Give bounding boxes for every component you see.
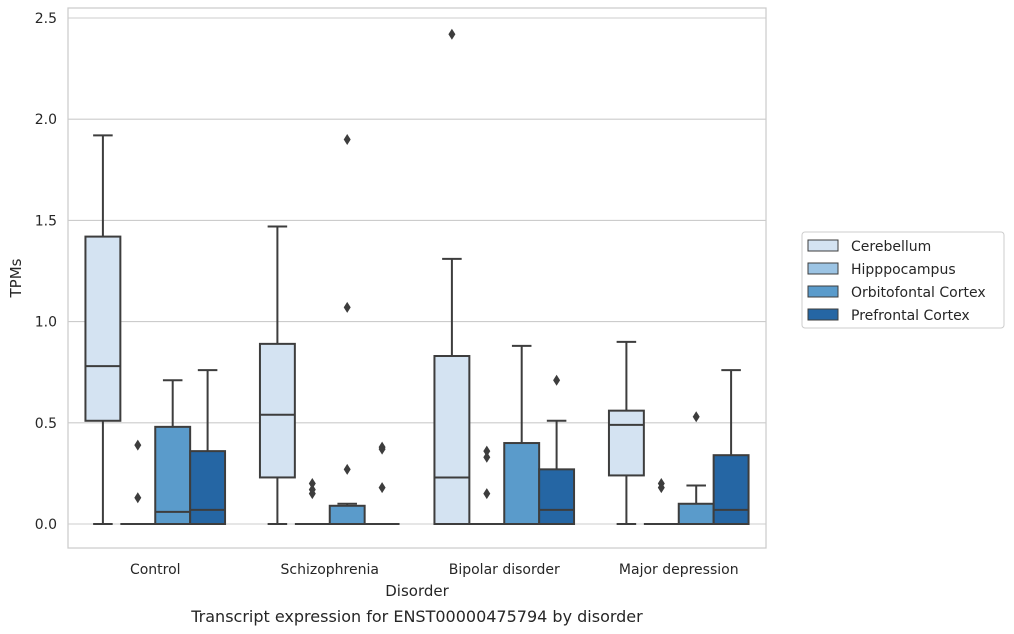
legend-label: Cerebellum [851,239,931,255]
y-tick-label: 2.5 [35,11,57,27]
outlier-point [692,411,700,423]
legend-label: Hipppocampus [851,262,956,278]
x-tick-labels: Control Schizophrenia Bipolar disorder Majo… [130,562,739,578]
outlier-point [378,482,386,494]
outlier-point [308,488,316,500]
y-tick-label: 1.0 [35,315,57,331]
box-2-0 [433,28,471,525]
iqr-box [433,355,471,525]
box-3-2 [677,411,715,526]
iqr-box [712,454,750,525]
outlier-point [343,463,351,475]
box-1-2 [328,133,366,525]
box-3-0 [607,340,645,525]
x-axis-label: Disorder [385,582,449,600]
outlier-point [134,492,142,504]
plot-frame [67,7,767,549]
box-3-1 [643,478,679,525]
box-1-3 [364,441,400,525]
y-tick-label: 2.0 [35,112,57,128]
box-1-0 [258,225,296,525]
box-1-1 [294,478,330,525]
legend: Cerebellum Hipppocampus Orbitofontal Corte… [801,231,1005,329]
iqr-box [677,502,715,526]
y-tick-label: 0.0 [35,517,57,533]
figure-caption: Transcript expression for ENST0000047579… [190,607,643,626]
y-axis-label: TPMs [7,258,25,298]
outlier-point [448,28,456,40]
outlier-point [553,374,561,386]
legend-swatch [807,262,839,275]
box-2-2 [503,344,541,526]
outlier-point [657,482,665,494]
y-tick-label: 0.5 [35,416,57,432]
outlier-point [134,439,142,451]
iqr-box [84,235,122,422]
box-2-1 [469,445,505,525]
iqr-box [154,425,192,525]
iqr-box [258,342,296,479]
iqr-box [189,450,227,525]
legend-frame [801,231,1005,329]
outlier-point [343,301,351,313]
y-tick-label: 1.5 [35,213,57,229]
box-0-3 [189,369,227,525]
box-0-2 [154,379,192,525]
legend-swatch [807,308,839,321]
outlier-point [483,488,491,500]
y-tick-labels: 0.0 0.5 1.0 1.5 2.0 2.5 [35,11,57,533]
iqr-box [607,409,645,477]
legend-label: Orbitofontal Cortex [851,285,986,301]
iqr-box [538,468,576,525]
iqr-box [328,504,366,525]
x-tick-label: Schizophrenia [281,562,379,578]
legend-swatch [807,285,839,298]
iqr-box [503,442,541,526]
x-tick-label: Major depression [619,562,739,578]
x-tick-label: Control [130,562,181,578]
outlier-point [483,445,491,457]
boxes-layer [84,28,750,526]
outlier-point [308,478,316,490]
outlier-point [483,451,491,463]
box-0-1 [120,439,156,525]
x-tick-label: Bipolar disorder [449,562,560,578]
legend-label: Prefrontal Cortex [851,308,970,324]
legend-swatch [807,239,839,252]
box-2-3 [538,374,576,525]
outlier-point [343,133,351,145]
outlier-point [378,443,386,455]
box-0-0 [84,134,122,525]
box-3-3 [712,369,750,525]
